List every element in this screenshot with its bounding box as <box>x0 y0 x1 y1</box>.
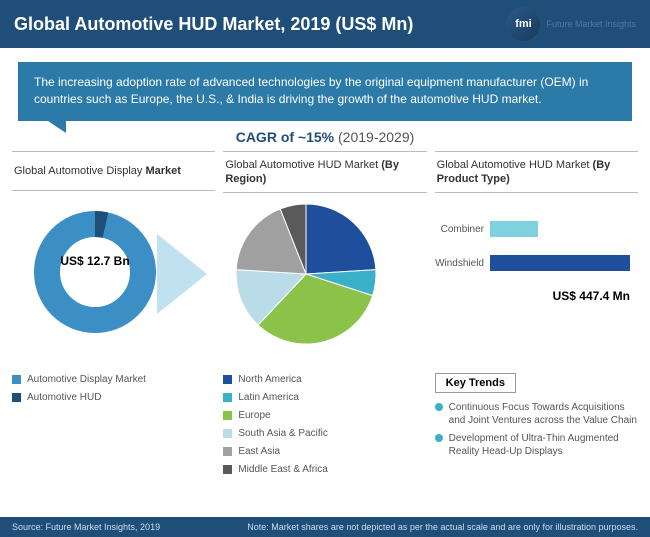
legend-label: Automotive Display Market <box>27 373 146 386</box>
callout-box: The increasing adoption rate of advanced… <box>18 62 632 121</box>
col1-title: Global Automotive Display Market <box>12 151 215 191</box>
legend-item: Europe <box>223 409 426 422</box>
legend-item: Automotive Display Market <box>12 373 215 386</box>
bar <box>490 221 538 237</box>
cagr-years: (2019-2029) <box>338 129 414 145</box>
bar-label: Windshield <box>430 258 484 269</box>
col2-title: Global Automotive HUD Market (By Region) <box>223 151 426 194</box>
zoom-triangle-icon <box>157 234 207 314</box>
legend-item: Middle East & Africa <box>223 463 426 476</box>
pie-chart <box>221 199 422 369</box>
bar-total-label: US$ 447.4 Mn <box>430 289 630 303</box>
legend-swatch-icon <box>223 393 232 402</box>
trend-item: Development of Ultra-Thin Augmented Real… <box>435 432 638 458</box>
footer-bar: Source: Future Market Insights, 2019 Not… <box>0 517 650 537</box>
cagr-line: CAGR of ~15% (2019-2029) <box>0 129 650 145</box>
pie-slice <box>306 204 376 274</box>
trend-text: Continuous Focus Towards Acquisitions an… <box>449 401 638 427</box>
legend-swatch-icon <box>12 393 21 402</box>
charts-row: US$ 12.7 Bn Combiner Windshield US$ 447.4… <box>0 193 650 369</box>
pie-legend: North America Latin America Europe South As… <box>223 373 426 481</box>
legend-label: Latin America <box>238 391 299 404</box>
legend-label: Automotive HUD <box>27 391 101 404</box>
donut-value-label: US$ 12.7 Bn <box>57 254 133 268</box>
key-trends: Key Trends Continuous Focus Towards Acqu… <box>435 373 638 481</box>
legend-swatch-icon <box>223 447 232 456</box>
legend-label: South Asia & Pacific <box>238 427 328 440</box>
col3-title: Global Automotive HUD Market (By Product… <box>435 151 638 194</box>
header-bar: Global Automotive HUD Market, 2019 (US$ … <box>0 0 650 48</box>
trend-text: Development of Ultra-Thin Augmented Real… <box>449 432 638 458</box>
legend-item: East Asia <box>223 445 426 458</box>
legends-row: Automotive Display MarketAutomotive HUD … <box>0 369 650 481</box>
legend-swatch-icon <box>12 375 21 384</box>
donut-svg <box>30 207 160 337</box>
bar-row: Windshield <box>430 255 630 271</box>
bullet-icon <box>435 434 443 442</box>
key-trends-title: Key Trends <box>435 373 516 393</box>
legend-label: Middle East & Africa <box>238 463 327 476</box>
legend-item: North America <box>223 373 426 386</box>
trend-item: Continuous Focus Towards Acquisitions an… <box>435 401 638 427</box>
cagr-value: CAGR of ~15% <box>236 129 334 145</box>
footer-source: Source: Future Market Insights, 2019 <box>12 522 160 532</box>
pie-svg <box>231 199 381 349</box>
legend-item: Automotive HUD <box>12 391 215 404</box>
donut-legend: Automotive Display Market Automotive HUD <box>12 373 215 481</box>
legend-swatch-icon <box>223 375 232 384</box>
bullet-icon <box>435 403 443 411</box>
legend-label: North America <box>238 373 301 386</box>
legend-swatch-icon <box>223 411 232 420</box>
footer-note: Note: Market shares are not depicted as … <box>247 522 638 532</box>
bar <box>490 255 630 271</box>
donut-chart: US$ 12.7 Bn <box>12 199 213 369</box>
logo-icon: fmi <box>506 7 540 41</box>
legend-label: East Asia <box>238 445 280 458</box>
bar-row: Combiner <box>430 221 630 237</box>
legend-swatch-icon <box>223 465 232 474</box>
legend-swatch-icon <box>223 429 232 438</box>
legend-label: Europe <box>238 409 270 422</box>
page-title: Global Automotive HUD Market, 2019 (US$ … <box>14 14 413 35</box>
bar-chart: Combiner Windshield US$ 447.4 Mn <box>430 199 638 369</box>
legend-item: Latin America <box>223 391 426 404</box>
logo: fmi Future Market Insights <box>506 7 636 41</box>
logo-subtext: Future Market Insights <box>546 20 636 29</box>
bar-label: Combiner <box>430 224 484 235</box>
legend-item: South Asia & Pacific <box>223 427 426 440</box>
column-headers: Global Automotive Display Market Global … <box>0 151 650 194</box>
